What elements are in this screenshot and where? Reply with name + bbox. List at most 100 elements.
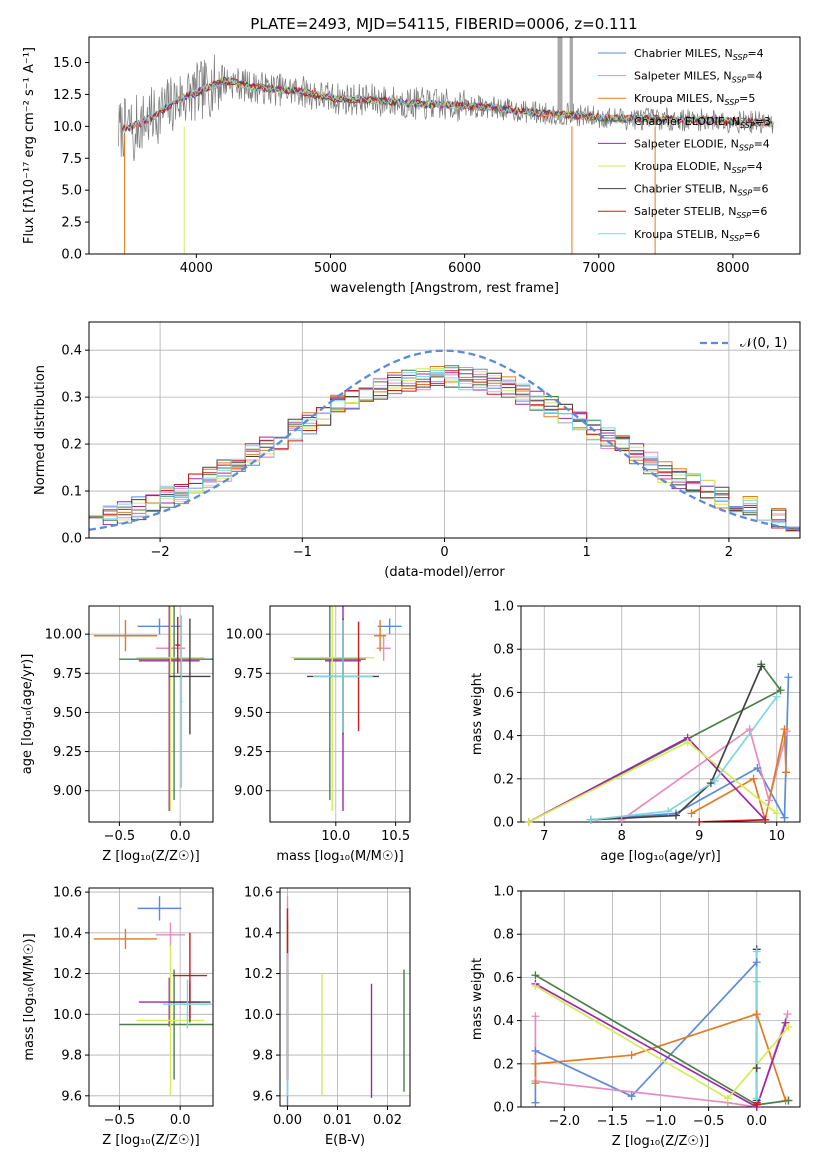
y-tick-label: 5.0 [61, 184, 82, 199]
y-axis-label: Normed distribution [33, 365, 48, 495]
weight-marker-salpeter-elodie [781, 1018, 790, 1027]
y-axis-label: mass [log₁₀(M/M☉)] [22, 933, 37, 1060]
y-axis-label: Flux [fλ10⁻¹⁷ erg cm⁻² s⁻¹ A⁻¹] [22, 47, 37, 244]
x-tick-label: 10.5 [381, 829, 410, 844]
x-tick-label: 0.01 [323, 1113, 352, 1128]
legend-label-salpeter-stelib: Salpeter STELIB, NSSP=6 [634, 205, 767, 220]
x-tick-label: 0.0 [746, 1114, 767, 1129]
weight-marker-kroupa-stelib [752, 947, 761, 956]
legend-label-normal: 𝒩(0, 1) [740, 336, 787, 351]
x-tick-label: −2.0 [549, 1114, 581, 1129]
weight-marker-chabrier-elodie [784, 1096, 793, 1105]
legend-label-salpeter-elodie: Salpeter ELODIE, NSSP=4 [634, 137, 770, 152]
y-tick-label: 9.00 [234, 784, 263, 799]
y-tick-label: 1.0 [493, 600, 514, 615]
axes-frame [520, 605, 801, 823]
legend-label-chabrier-stelib: Chabrier STELIB, NSSP=6 [634, 183, 768, 198]
panel-residuals: −2 −1 0 1 2 0.0 0.1 0.2 0.3 0.4 (data-model)/error… [33, 321, 801, 580]
weight-marker-kroupa-stelib [752, 977, 761, 986]
y-tick-label: 10.2 [53, 967, 82, 982]
y-tick-label: 0.0 [493, 816, 514, 831]
x-axis-label: mass [log₁₀(M/M☉)] [276, 849, 403, 864]
x-axis-label: (data-model)/error [384, 565, 505, 580]
weight-line-kroupa-elodie [534, 985, 790, 1100]
y-tick-label: 0.0 [61, 248, 82, 263]
weight-marker-kroupa-stelib [752, 1094, 761, 1103]
weight-marker-kroupa-miles [687, 809, 696, 818]
normal-reference-curve [89, 349, 800, 531]
weight-marker-kroupa-stelib [586, 815, 595, 824]
x-axis-label: Z [log₁₀(Z/Z☉)] [102, 849, 199, 864]
y-tick-label: 10.6 [53, 886, 82, 901]
y-tick-label: 9.6 [61, 1089, 82, 1104]
axes-frame [269, 605, 411, 823]
x-tick-label: −0.5 [104, 829, 136, 844]
y-tick-label: 9.50 [53, 706, 82, 721]
y-tick-label: 0.2 [493, 772, 514, 787]
y-tick-label: 9.25 [234, 745, 263, 760]
weight-marker-kroupa-miles [749, 774, 758, 783]
y-tick-label: 0.8 [493, 643, 514, 658]
figure-title: PLATE=2493, MJD=54115, FIBERID=0006, z=0… [250, 15, 637, 33]
y-tick-label: 9.6 [252, 1089, 273, 1104]
x-tick-label: −1 [293, 545, 312, 560]
x-tick-label: 9 [695, 829, 703, 844]
x-tick-label: 0.00 [273, 1113, 302, 1128]
weight-line-kroupa-elodie [528, 741, 778, 822]
y-tick-label: 0.4 [61, 344, 82, 359]
x-tick-label: 4000 [180, 261, 213, 276]
weight-marker-kroupa-stelib [772, 692, 781, 701]
weight-marker-salpeter-miles [783, 1010, 792, 1019]
weight-marker-kroupa-miles [531, 1059, 540, 1068]
panel-mass_vs_EBV: 0.00 0.01 0.02 9.6 9.8 10.0 10.2 10.4 10.6 E(B-V) [244, 886, 411, 1148]
plot-area [118, 37, 774, 254]
y-tick-label: 2.5 [61, 216, 82, 231]
plot-area [93, 896, 213, 1096]
y-axis-label: mass weight [470, 673, 485, 755]
y-tick-label: 0.1 [61, 485, 82, 500]
y-axis-label: age [log₁₀(age/yr)] [20, 654, 35, 775]
weight-marker-kroupa-miles [752, 1010, 761, 1019]
weight-marker-kroupa-elodie [531, 982, 540, 991]
weight-marker-chabrier-miles [752, 958, 761, 967]
x-tick-label: −0.5 [693, 1114, 725, 1129]
legend-label-kroupa-elodie: Kroupa ELODIE, NSSP=4 [634, 160, 763, 175]
x-tick-label: 0.0 [170, 1113, 191, 1128]
y-tick-label: 9.8 [252, 1049, 273, 1064]
y-tick-label: 0.8 [493, 928, 514, 943]
y-tick-label: 1.0 [493, 885, 514, 900]
weight-marker-chabrier-miles [531, 1098, 540, 1107]
x-tick-label: 1 [583, 545, 591, 560]
y-tick-label: 0.2 [61, 438, 82, 453]
y-tick-label: 9.75 [234, 667, 263, 682]
y-tick-label: 12.5 [53, 88, 82, 103]
weight-marker-kroupa-miles [627, 1051, 636, 1060]
x-tick-label: −0.5 [104, 1113, 136, 1128]
weight-marker-chabrier-miles [784, 673, 793, 682]
x-tick-label: 6000 [448, 261, 481, 276]
x-axis-label: wavelength [Angstrom, rest frame] [330, 281, 559, 296]
weight-marker-kroupa-stelib [664, 807, 673, 816]
x-tick-label: −1.5 [597, 1114, 629, 1129]
weight-marker-salpeter-stelib [761, 815, 770, 824]
y-tick-label: 0.0 [61, 532, 82, 547]
y-tick-label: 15.0 [53, 56, 82, 71]
weight-marker-chabrier-miles [627, 1092, 636, 1101]
weight-marker-kroupa-miles [780, 725, 789, 734]
weight-line-salpeter-miles [621, 727, 788, 821]
weight-marker-salpeter-miles [765, 796, 773, 805]
weight-marker-kroupa-elodie [524, 818, 533, 826]
weight-marker-kroupa-elodie [723, 1094, 732, 1103]
weight-marker-chabrier-miles [531, 1046, 540, 1055]
model-kroupa-stelib [122, 78, 774, 133]
y-tick-label: 10.4 [53, 926, 82, 941]
histogram-kroupa-stelib [89, 369, 800, 532]
weight-line-kroupa-stelib [590, 696, 778, 821]
x-tick-label: 0 [440, 545, 448, 560]
x-tick-label: 0.0 [170, 829, 191, 844]
y-tick-label: 0.0 [493, 1101, 514, 1116]
plot-area [89, 349, 800, 532]
panel-age_vs_mass: 10.0 10.5 9.00 9.25 9.50 9.75 10.00 mass [log₁₀… [226, 605, 411, 864]
y-tick-label: 7.5 [61, 152, 82, 167]
weight-marker-chabrier-miles [753, 764, 762, 772]
